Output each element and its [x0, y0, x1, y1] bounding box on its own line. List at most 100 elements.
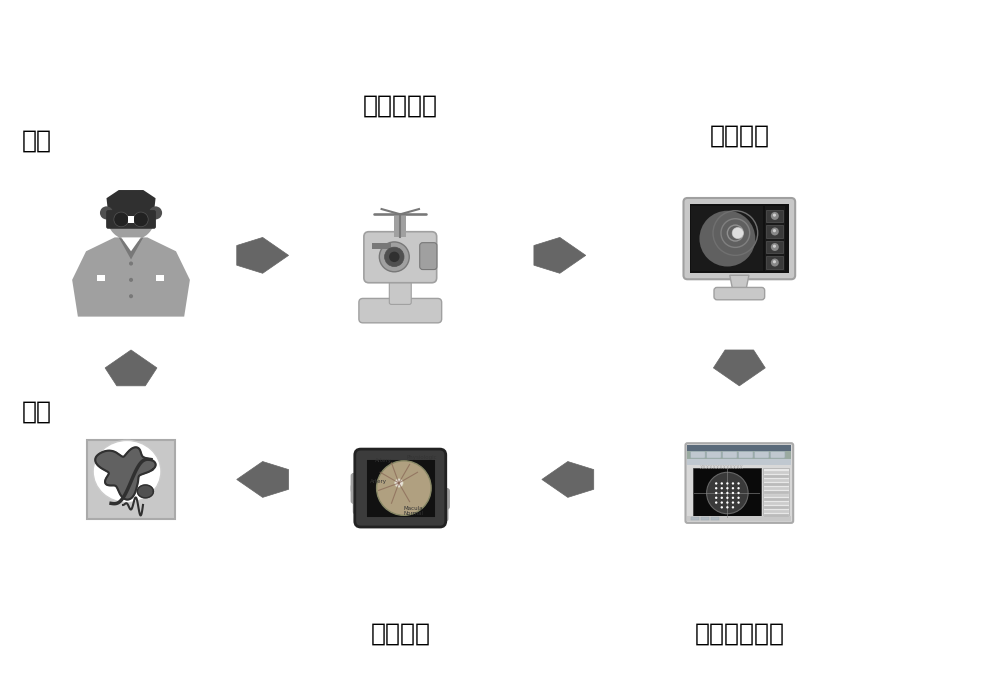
Bar [687, 459, 791, 465]
Circle shape [129, 294, 133, 298]
Circle shape [149, 206, 162, 219]
Polygon shape [237, 462, 289, 497]
Circle shape [721, 502, 723, 504]
Bar [766, 210, 783, 222]
Bar [693, 468, 761, 518]
Circle shape [771, 259, 779, 266]
Bar [766, 256, 783, 269]
Circle shape [732, 482, 734, 484]
Circle shape [732, 497, 734, 499]
Polygon shape [106, 190, 156, 213]
Circle shape [726, 482, 729, 484]
Bar [394, 216, 406, 237]
Circle shape [771, 243, 779, 251]
Circle shape [129, 262, 133, 266]
FancyBboxPatch shape [351, 484, 367, 504]
Text: Artery: Artery [370, 479, 387, 484]
FancyBboxPatch shape [754, 451, 769, 458]
FancyBboxPatch shape [364, 232, 437, 283]
Polygon shape [730, 275, 749, 291]
Text: 显示设备: 显示设备 [370, 622, 430, 646]
FancyBboxPatch shape [714, 288, 765, 299]
Circle shape [715, 492, 717, 494]
Polygon shape [137, 485, 153, 497]
FancyBboxPatch shape [706, 451, 721, 458]
Circle shape [771, 212, 779, 220]
Polygon shape [713, 350, 765, 386]
Circle shape [737, 487, 740, 489]
Polygon shape [534, 237, 586, 273]
Circle shape [773, 213, 776, 217]
Circle shape [732, 506, 734, 509]
Circle shape [726, 502, 729, 504]
Bar [766, 225, 783, 238]
Bar [766, 241, 783, 253]
Text: 辅助诊断软件: 辅助诊断软件 [694, 622, 784, 646]
Circle shape [721, 492, 723, 494]
FancyBboxPatch shape [353, 495, 370, 515]
Circle shape [732, 487, 734, 489]
Circle shape [732, 492, 734, 494]
FancyBboxPatch shape [106, 210, 156, 229]
Circle shape [721, 482, 723, 484]
Circle shape [385, 247, 404, 266]
FancyBboxPatch shape [389, 275, 411, 304]
Circle shape [721, 497, 723, 499]
Circle shape [773, 260, 776, 264]
Circle shape [726, 506, 729, 509]
FancyBboxPatch shape [420, 243, 437, 270]
FancyBboxPatch shape [355, 449, 446, 527]
Text: 医生: 医生 [21, 400, 51, 424]
Circle shape [106, 192, 156, 241]
Circle shape [715, 497, 717, 499]
FancyBboxPatch shape [690, 204, 789, 273]
Text: Physiologic: Physiologic [406, 455, 437, 460]
Circle shape [721, 487, 723, 489]
Circle shape [129, 278, 133, 282]
Polygon shape [119, 237, 143, 259]
Polygon shape [95, 447, 156, 500]
Circle shape [737, 497, 740, 499]
Circle shape [699, 210, 755, 266]
Text: 病人: 病人 [21, 129, 51, 152]
FancyBboxPatch shape [690, 451, 705, 458]
Circle shape [715, 487, 717, 489]
Bar [687, 451, 791, 459]
Text: XXXXXXXXXXXXX: XXXXXXXXXXXXX [699, 465, 743, 470]
Circle shape [726, 497, 729, 499]
Polygon shape [542, 462, 594, 497]
Circle shape [721, 506, 723, 509]
FancyBboxPatch shape [711, 517, 719, 520]
FancyBboxPatch shape [359, 299, 442, 323]
Circle shape [737, 492, 740, 494]
Bar [366, 460, 435, 517]
Polygon shape [121, 237, 141, 251]
FancyBboxPatch shape [685, 443, 793, 523]
FancyBboxPatch shape [691, 517, 699, 520]
Polygon shape [72, 237, 190, 317]
Circle shape [715, 502, 717, 504]
Bar [128, 216, 134, 223]
Circle shape [737, 502, 740, 504]
Circle shape [773, 229, 776, 233]
FancyBboxPatch shape [683, 198, 795, 279]
Text: 显示设备: 显示设备 [709, 124, 769, 148]
Circle shape [379, 242, 409, 272]
Circle shape [715, 482, 717, 484]
FancyBboxPatch shape [435, 488, 450, 510]
FancyBboxPatch shape [722, 451, 737, 458]
FancyBboxPatch shape [770, 451, 785, 458]
Bar [123, 228, 139, 241]
FancyBboxPatch shape [351, 473, 367, 493]
Circle shape [707, 472, 748, 514]
Circle shape [100, 206, 113, 219]
Text: 眼底摄像价: 眼底摄像价 [363, 94, 438, 118]
Ellipse shape [93, 440, 161, 502]
Bar [691, 206, 763, 271]
Polygon shape [237, 237, 289, 273]
Circle shape [726, 487, 729, 489]
Circle shape [377, 461, 431, 515]
Bar [372, 244, 391, 249]
Text: Normal: Normal [404, 511, 424, 516]
Circle shape [726, 492, 729, 494]
